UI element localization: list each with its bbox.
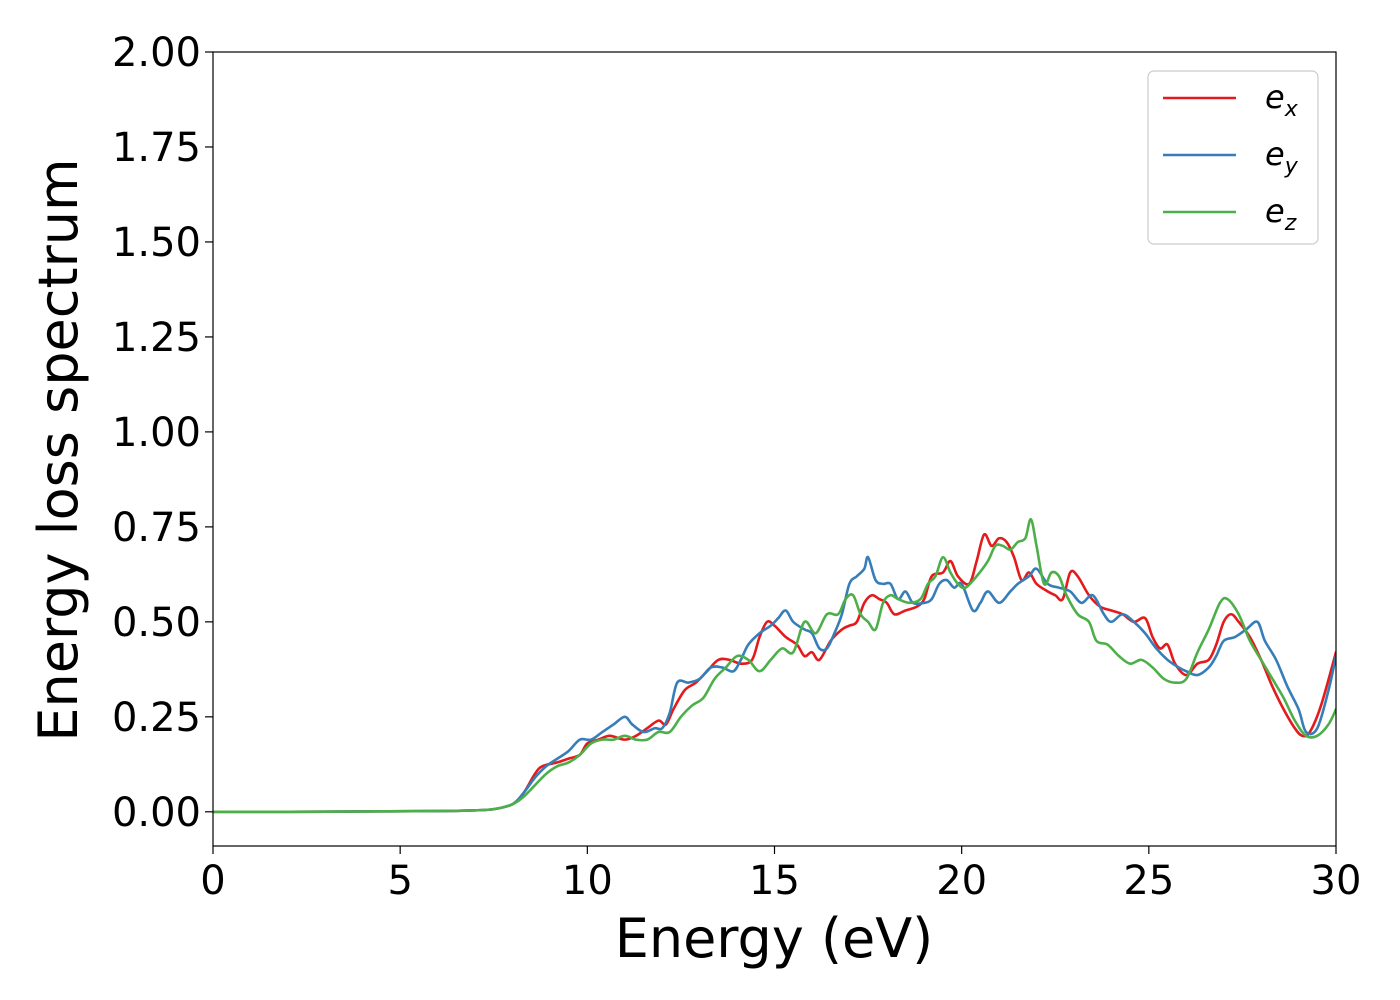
legend-label-base: e [1265, 78, 1285, 116]
x-axis-label: Energy (eV) [615, 907, 934, 970]
y-tick-label: 1.75 [112, 125, 201, 171]
legend-label-y: ey [1265, 135, 1299, 179]
series-line-z [213, 517, 1336, 814]
x-tick-label: 25 [1123, 858, 1174, 904]
series-line-x [213, 532, 1336, 814]
y-axis-ticks: 0.00 0.25 0.50 0.75 1.00 1.25 1.50 1.75 2.00 [112, 30, 213, 836]
y-tick-label: 0.00 [112, 790, 201, 836]
plot-lines [213, 517, 1336, 814]
y-tick-label: 0.50 [112, 600, 201, 646]
legend-label-base: e [1265, 192, 1285, 230]
legend-label-subscript: y [1284, 154, 1299, 179]
y-tick-label: 1.50 [112, 220, 201, 266]
legend-label-x: ex [1265, 78, 1299, 122]
plot-frame [212, 51, 1337, 847]
x-tick-label: 15 [749, 858, 800, 904]
x-axis-ticks: 0 5 10 15 20 25 30 [200, 846, 1361, 904]
legend-label-subscript: z [1284, 211, 1297, 236]
x-tick-label: 5 [387, 858, 412, 904]
y-tick-label: 2.00 [112, 30, 201, 76]
x-tick-label: 30 [1311, 858, 1362, 904]
legend-box [1147, 70, 1319, 245]
y-tick-label: 1.25 [112, 315, 201, 361]
x-tick-label: 0 [200, 858, 225, 904]
y-tick-label: 0.25 [112, 695, 201, 741]
x-tick-label: 10 [562, 858, 613, 904]
y-axis-label: Energy loss spectrum [27, 158, 90, 741]
x-tick-label: 20 [936, 858, 987, 904]
legend-label-subscript: x [1284, 97, 1299, 122]
legend-label-z: ez [1265, 192, 1297, 236]
legend-label-base: e [1265, 135, 1285, 173]
y-tick-label: 0.75 [112, 505, 201, 551]
y-tick-label: 1.00 [112, 410, 201, 456]
series-line-y [213, 555, 1336, 814]
